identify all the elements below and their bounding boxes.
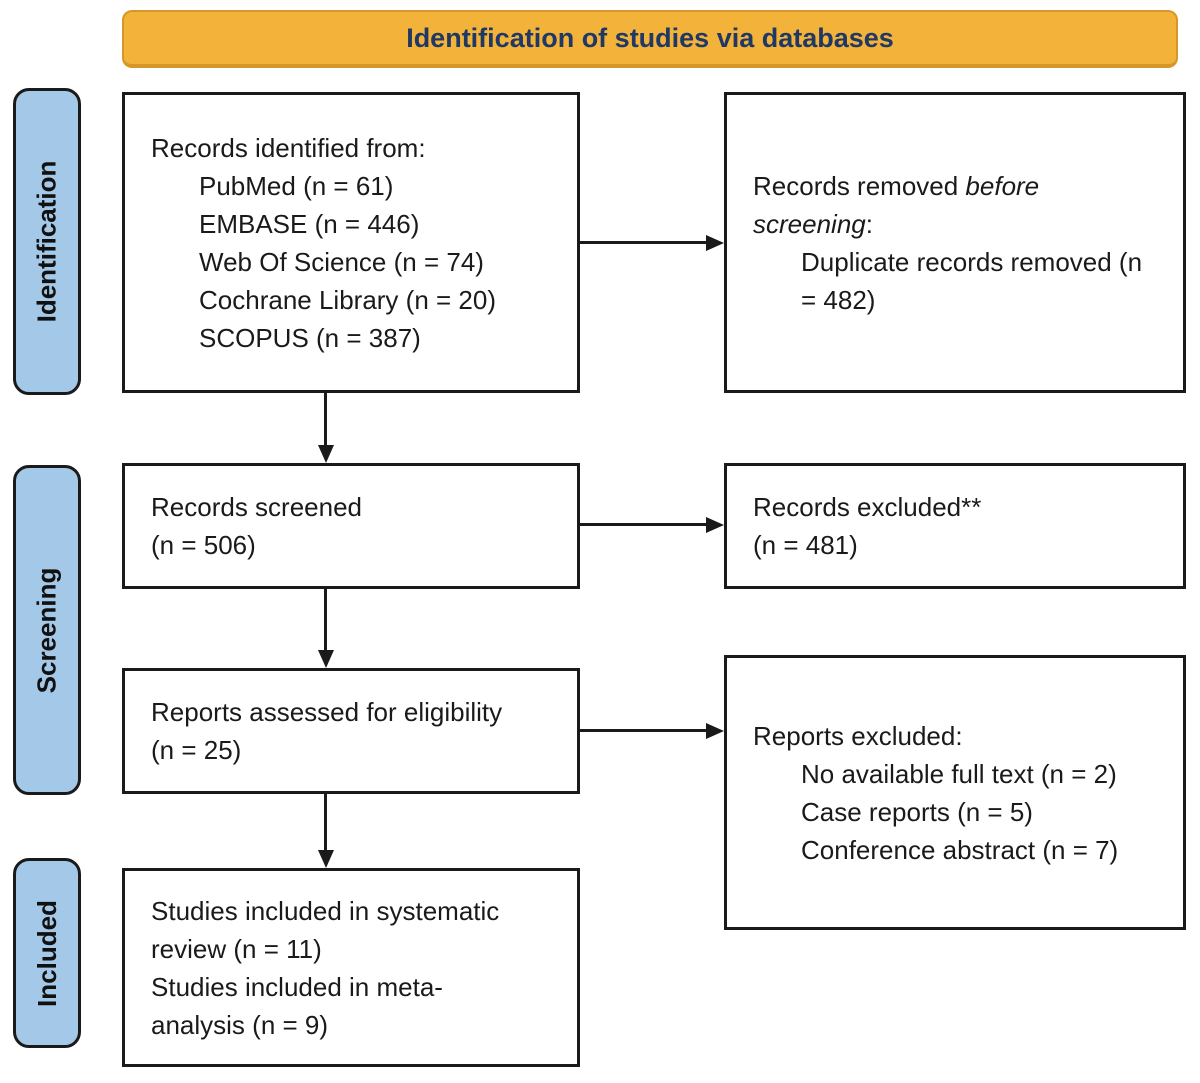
box-text-line: No available full text (n = 2)	[801, 758, 1117, 789]
box-reports-assessed-for-eligibility: Reports assessed for eligibility (n = 25)	[122, 668, 580, 794]
box-records-excluded: Records excluded** (n = 481)	[724, 463, 1186, 589]
box-text-line: Studies included in meta-	[151, 971, 443, 1002]
stage-label-identification-text: Identification	[31, 160, 62, 323]
stage-label-identification: Identification	[13, 88, 81, 395]
stage-label-screening-text: Screening	[31, 567, 62, 693]
box-text-line: Duplicate records removed (n	[801, 246, 1143, 277]
box-records-removed-before-screening: Records removed before screening: Duplicat…	[724, 92, 1186, 393]
banner-title: Identification of studies via databases	[406, 22, 894, 53]
box-text-line: Conference abstract (n = 7)	[801, 834, 1119, 865]
arrow-identified-to-removed	[580, 241, 706, 244]
box-text-line: PubMed (n = 61)	[199, 170, 394, 201]
box-text-line: analysis (n = 9)	[151, 1009, 329, 1040]
box-text-line: Reports excluded:	[753, 720, 963, 751]
banner-identification-of-studies: Identification of studies via databases	[122, 10, 1178, 68]
box-text-line: Records excluded**	[753, 492, 982, 522]
arrow-screened-to-excluded	[580, 523, 706, 526]
box-text-line: (n = 481)	[753, 530, 858, 560]
arrow-assessed-to-included	[324, 794, 327, 850]
box-text-line: Records screened	[151, 492, 362, 522]
box-text-line: Reports assessed for eligibility	[151, 697, 503, 727]
arrow-screened-to-assessed	[324, 589, 327, 650]
box-text-line: Records removed before	[753, 170, 1040, 201]
box-text-line: (n = 25)	[151, 735, 242, 765]
stage-label-included: Included	[13, 858, 81, 1048]
box-records-screened: Records screened (n = 506)	[122, 463, 580, 589]
box-studies-included: Studies included in systematic review (n …	[122, 868, 580, 1067]
stage-label-screening: Screening	[13, 465, 81, 795]
box-text-line: screening:	[753, 208, 873, 239]
arrow-assessed-to-reports-excluded	[580, 729, 706, 732]
box-text-line: Records identified from:	[151, 132, 426, 163]
box-text-line: Studies included in systematic	[151, 895, 500, 926]
box-reports-excluded: Reports excluded: No available full text …	[724, 655, 1186, 930]
box-text-line: Web Of Science (n = 74)	[199, 246, 484, 277]
box-text-line: (n = 506)	[151, 530, 256, 560]
box-records-identified: Records identified from: PubMed (n = 61) E…	[122, 92, 580, 393]
box-text-line: Cochrane Library (n = 20)	[199, 284, 496, 315]
box-text-line: EMBASE (n = 446)	[199, 208, 420, 239]
box-text-line: = 482)	[801, 284, 876, 315]
stage-label-included-text: Included	[31, 899, 62, 1007]
box-text-line: SCOPUS (n = 387)	[199, 322, 421, 353]
box-text-line: Case reports (n = 5)	[801, 796, 1033, 827]
box-text-line: review (n = 11)	[151, 933, 322, 964]
arrow-identified-to-screened	[324, 393, 327, 445]
